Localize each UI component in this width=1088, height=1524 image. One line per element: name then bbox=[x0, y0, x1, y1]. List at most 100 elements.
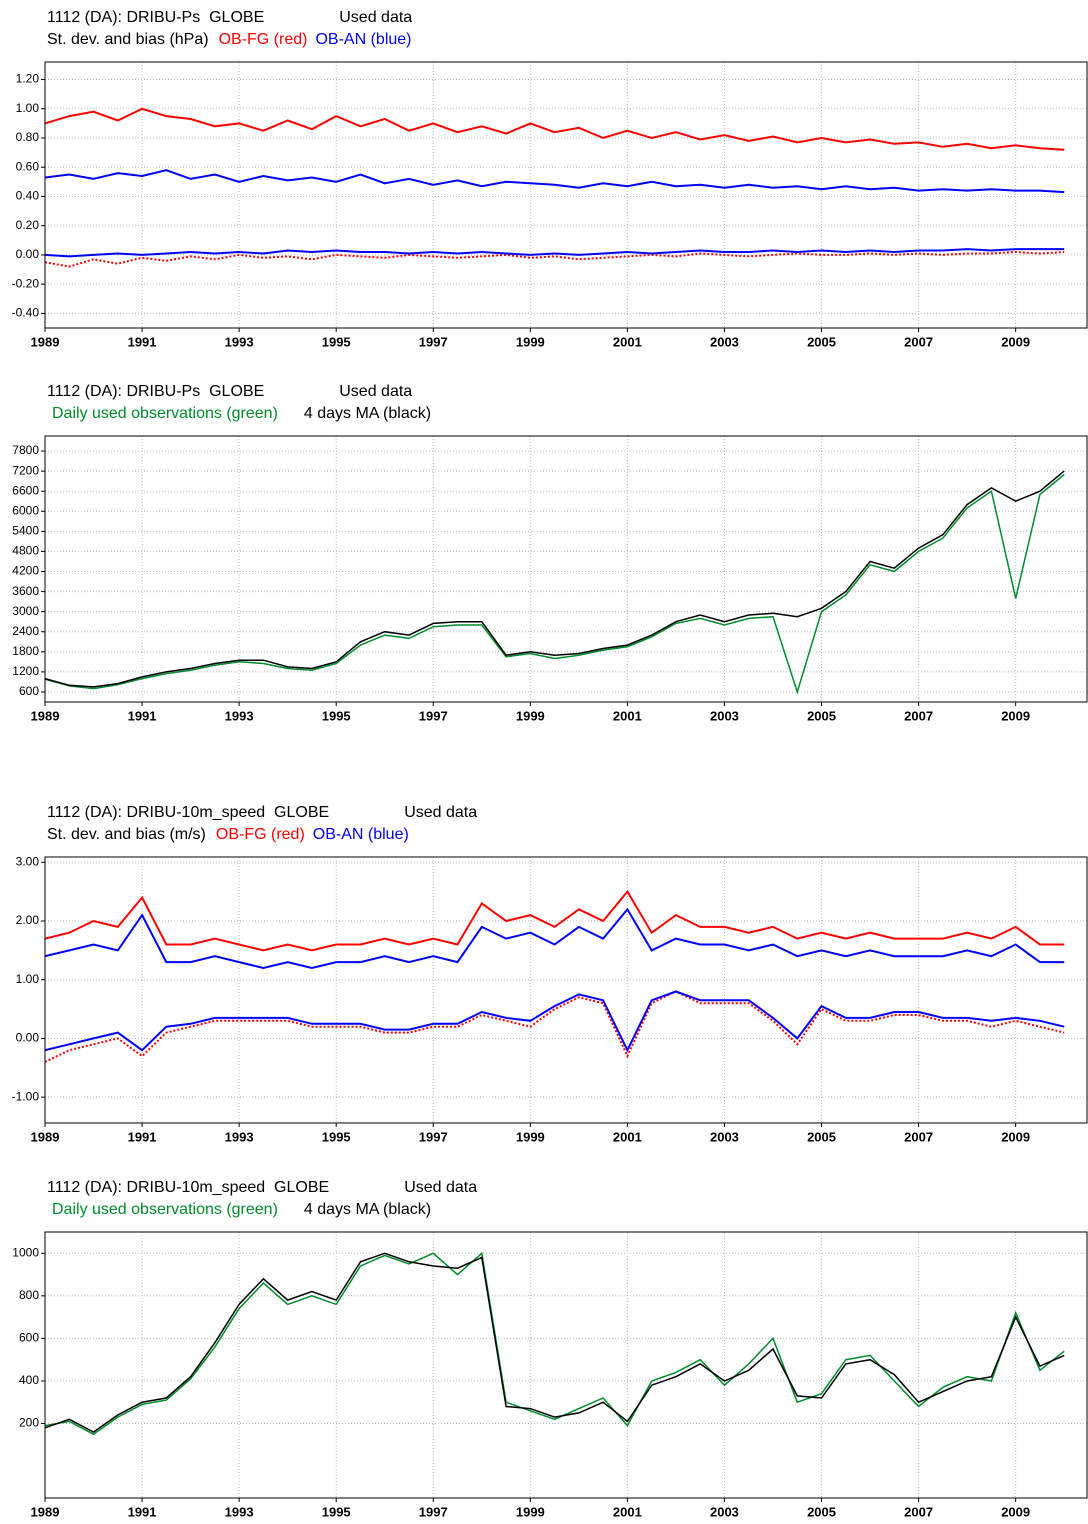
x-tick-label: 2005 bbox=[807, 334, 836, 349]
y-tick-label: 200 bbox=[19, 1416, 39, 1430]
y-tick-label: 400 bbox=[19, 1373, 39, 1387]
legend-entry: OB-FG (red) bbox=[216, 826, 305, 843]
annotation: Used data bbox=[339, 383, 412, 400]
legend-entry: Daily used observations (green) bbox=[52, 405, 278, 422]
y-tick-label: 1.00 bbox=[16, 972, 40, 986]
y-tick-label: 600 bbox=[19, 1331, 39, 1345]
y-tick-label: 3.00 bbox=[16, 854, 40, 868]
bias-line bbox=[45, 990, 1065, 1053]
series-line bbox=[45, 1251, 1065, 1436]
x-tick-label: 2007 bbox=[904, 1129, 933, 1144]
x-tick-label: 2001 bbox=[613, 1504, 642, 1519]
chart-title: 1112 (DA): DRIBU-10m_speed GLOBE bbox=[47, 804, 329, 821]
series-line bbox=[45, 1252, 1065, 1433]
chart-title: 1112 (DA): DRIBU-10m_speed GLOBE bbox=[47, 1179, 329, 1196]
x-tick-label: 2003 bbox=[710, 334, 739, 349]
y-tick-label: 800 bbox=[19, 1288, 39, 1302]
y-tick-label: -0.20 bbox=[12, 276, 40, 290]
y-tick-label: 4200 bbox=[12, 564, 39, 578]
x-tick-label: 1989 bbox=[31, 708, 60, 723]
x-tick-label: 2009 bbox=[1001, 1504, 1030, 1519]
y-tick-label: -0.40 bbox=[12, 306, 40, 320]
plot-frame bbox=[44, 1231, 1088, 1499]
x-tick-label: 2001 bbox=[613, 1129, 642, 1144]
legend-entry: Daily used observations (green) bbox=[52, 1201, 278, 1218]
axis-label: St. dev. and bias (m/s) bbox=[47, 826, 206, 843]
x-tick-label: 1991 bbox=[128, 1129, 157, 1144]
y-tick-label: 1.20 bbox=[16, 72, 40, 86]
x-tick-label: 2003 bbox=[710, 1504, 739, 1519]
y-tick-label: 0.60 bbox=[16, 159, 40, 173]
x-tick-label: 1991 bbox=[128, 708, 157, 723]
x-tick-label: 2003 bbox=[710, 1129, 739, 1144]
y-tick-label: 1800 bbox=[12, 644, 39, 658]
x-tick-label: 1999 bbox=[516, 1129, 545, 1144]
x-tick-label: 2005 bbox=[807, 708, 836, 723]
y-tick-label: 0.40 bbox=[16, 189, 40, 203]
x-tick-label: 1989 bbox=[31, 334, 60, 349]
annotation: Used data bbox=[339, 9, 412, 26]
x-tick-label: 1993 bbox=[225, 708, 254, 723]
x-tick-label: 1993 bbox=[225, 334, 254, 349]
y-tick-label: 6000 bbox=[12, 503, 39, 517]
y-tick-label: -1.00 bbox=[12, 1089, 40, 1103]
x-tick-label: 2005 bbox=[807, 1504, 836, 1519]
x-tick-label: 1999 bbox=[516, 708, 545, 723]
axis-label: St. dev. and bias (hPa) bbox=[47, 31, 209, 48]
x-tick-label: 2009 bbox=[1001, 708, 1030, 723]
y-tick-label: 0.00 bbox=[16, 247, 40, 261]
x-tick-label: 2007 bbox=[904, 1504, 933, 1519]
plot-lines bbox=[45, 1251, 1065, 1436]
y-tick-label: 0.80 bbox=[16, 130, 40, 144]
x-tick-label: 1995 bbox=[322, 334, 351, 349]
x-tick-label: 1989 bbox=[31, 1504, 60, 1519]
bias-line bbox=[45, 990, 1065, 1063]
x-tick-label: 1993 bbox=[225, 1129, 254, 1144]
y-tick-label: 1200 bbox=[12, 664, 39, 678]
bias-line bbox=[45, 250, 1065, 268]
x-tick-label: 1999 bbox=[516, 1504, 545, 1519]
x-tick-label: 1997 bbox=[419, 1129, 448, 1144]
plot-lines bbox=[45, 889, 1065, 1063]
x-tick-label: 1997 bbox=[419, 1504, 448, 1519]
y-tick-label: 5400 bbox=[12, 524, 39, 538]
chart-title: 1112 (DA): DRIBU-Ps GLOBE bbox=[47, 9, 264, 26]
stdev-line bbox=[45, 889, 1065, 952]
y-tick-label: 0.20 bbox=[16, 218, 40, 232]
x-tick-label: 1997 bbox=[419, 334, 448, 349]
x-tick-label: 1991 bbox=[128, 1504, 157, 1519]
stdev-line bbox=[45, 169, 1065, 194]
plot-frame bbox=[44, 61, 1088, 329]
x-tick-label: 2009 bbox=[1001, 1129, 1030, 1144]
y-tick-label: 3000 bbox=[12, 604, 39, 618]
stdev-line bbox=[45, 107, 1065, 151]
x-tick-label: 2001 bbox=[613, 708, 642, 723]
x-tick-label: 2007 bbox=[904, 334, 933, 349]
y-tick-label: 1.00 bbox=[16, 101, 40, 115]
annotation: Used data bbox=[404, 1179, 477, 1196]
y-tick-label: 1000 bbox=[12, 1245, 39, 1259]
legend-entry: OB-FG (red) bbox=[219, 31, 308, 48]
chart-title: 1112 (DA): DRIBU-Ps GLOBE bbox=[47, 383, 264, 400]
y-tick-label: 0.00 bbox=[16, 1031, 40, 1045]
series-line bbox=[45, 470, 1065, 688]
x-tick-label: 1995 bbox=[322, 1129, 351, 1144]
plot-lines bbox=[45, 470, 1065, 695]
plot-lines bbox=[45, 107, 1065, 268]
x-tick-label: 1991 bbox=[128, 334, 157, 349]
stdev-line bbox=[45, 907, 1065, 970]
x-tick-label: 1995 bbox=[322, 708, 351, 723]
y-tick-label: 600 bbox=[19, 684, 39, 698]
x-tick-label: 1993 bbox=[225, 1504, 254, 1519]
y-tick-label: 7800 bbox=[12, 443, 39, 457]
legend-entry: OB-AN (blue) bbox=[313, 826, 409, 843]
x-tick-label: 1999 bbox=[516, 334, 545, 349]
x-tick-label: 2005 bbox=[807, 1129, 836, 1144]
bias-line bbox=[45, 248, 1065, 258]
x-tick-label: 2009 bbox=[1001, 334, 1030, 349]
x-tick-label: 2003 bbox=[710, 708, 739, 723]
legend-entry: OB-AN (blue) bbox=[315, 31, 411, 48]
legend-entry: 4 days MA (black) bbox=[304, 1201, 431, 1218]
x-tick-label: 2007 bbox=[904, 708, 933, 723]
